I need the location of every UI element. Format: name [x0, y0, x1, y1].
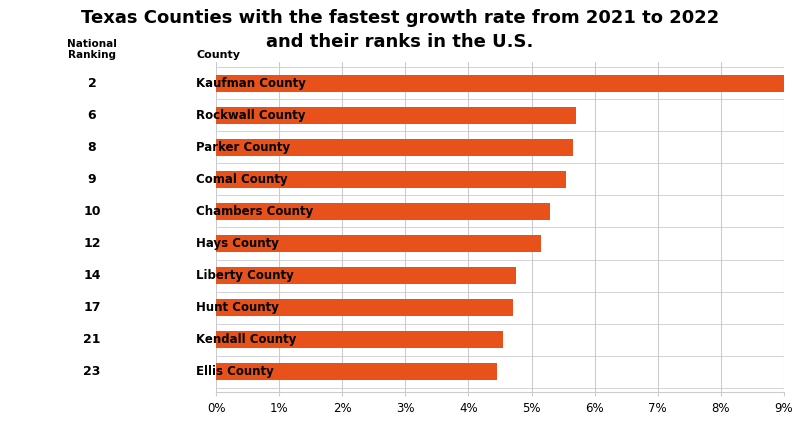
Bar [216, 331, 503, 348]
Text: 6: 6 [88, 109, 96, 122]
Text: Kendall County: Kendall County [196, 333, 296, 346]
Text: 21: 21 [83, 333, 101, 346]
Bar [216, 75, 784, 91]
Bar [216, 107, 576, 124]
Bar [216, 267, 516, 284]
Text: 10: 10 [83, 205, 101, 218]
Text: County: County [196, 50, 240, 60]
Text: Hays County: Hays County [196, 237, 279, 250]
Bar [216, 171, 566, 188]
Text: Hunt County: Hunt County [196, 301, 279, 314]
Text: 2: 2 [88, 77, 96, 90]
Text: National
Ranking: National Ranking [67, 39, 117, 60]
Text: 14: 14 [83, 269, 101, 282]
Text: 17: 17 [83, 301, 101, 314]
Text: 12: 12 [83, 237, 101, 250]
Text: 8: 8 [88, 141, 96, 154]
Bar [216, 235, 541, 252]
Text: Chambers County: Chambers County [196, 205, 314, 218]
Text: 23: 23 [83, 365, 101, 378]
Bar [216, 139, 573, 156]
Text: Liberty County: Liberty County [196, 269, 294, 282]
Bar [216, 363, 497, 380]
Text: 9: 9 [88, 173, 96, 186]
Bar [216, 203, 550, 220]
Text: Texas Counties with the fastest growth rate from 2021 to 2022
and their ranks in: Texas Counties with the fastest growth r… [81, 9, 719, 50]
Text: Comal County: Comal County [196, 173, 288, 186]
Text: Rockwall County: Rockwall County [196, 109, 306, 122]
Text: Ellis County: Ellis County [196, 365, 274, 378]
Text: Kaufman County: Kaufman County [196, 77, 306, 90]
Text: Parker County: Parker County [196, 141, 290, 154]
Bar [216, 299, 513, 316]
